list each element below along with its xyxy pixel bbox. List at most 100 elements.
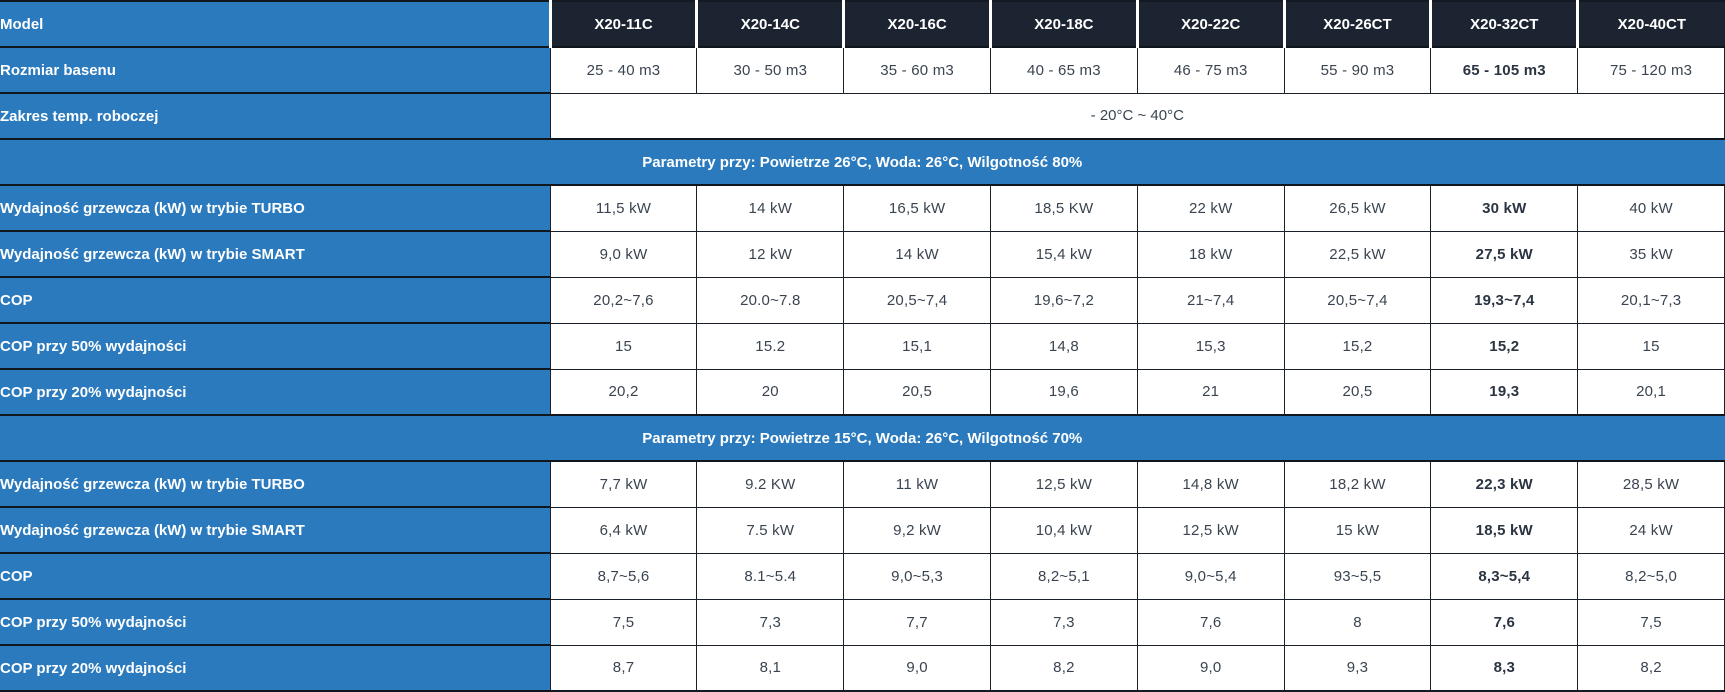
section2-header-row: Parametry przy: Powietrze 15°C, Woda: 26… bbox=[0, 414, 1725, 462]
cell-value: 22 kW bbox=[1136, 184, 1285, 232]
cell-value: 7.5 kW bbox=[696, 506, 845, 554]
model-name: X20-18C bbox=[989, 1, 1138, 48]
pool-size-value: 35 - 60 m3 bbox=[843, 46, 991, 94]
pool-size-value: 30 - 50 m3 bbox=[696, 46, 845, 94]
row-label: Wydajność grzewcza (kW) w trybie TURBO bbox=[0, 460, 551, 508]
pool-size-value: 46 - 75 m3 bbox=[1136, 46, 1285, 94]
row-label: Wydajność grzewcza (kW) w trybie SMART bbox=[0, 230, 551, 278]
model-name: X20-32CT bbox=[1429, 1, 1578, 48]
cell-value: 15,1 bbox=[843, 322, 991, 370]
table-row: COP przy 20% wydajności 8,7 8,1 9,0 8,2 … bbox=[0, 644, 1725, 692]
cell-value: 7,7 bbox=[843, 598, 991, 646]
table-row: COP przy 50% wydajności 15 15.2 15,1 14,… bbox=[0, 322, 1725, 370]
model-name: X20-11C bbox=[548, 1, 697, 48]
cell-value: 28,5 kW bbox=[1577, 460, 1725, 508]
cell-value: 27,5 kW bbox=[1430, 230, 1579, 278]
cell-value: 15,2 bbox=[1283, 322, 1432, 370]
cell-value: 9,0 kW bbox=[549, 230, 698, 278]
cell-value: 14 kW bbox=[696, 184, 845, 232]
cell-value: 20,2 bbox=[549, 368, 698, 416]
cell-value: 7,7 kW bbox=[549, 460, 698, 508]
cell-value: 18,5 kW bbox=[1430, 506, 1579, 554]
cell-value: 7,6 bbox=[1136, 598, 1285, 646]
cell-value: 7,3 bbox=[696, 598, 845, 646]
cell-value: 22,3 kW bbox=[1430, 460, 1579, 508]
cell-value: 26,5 kW bbox=[1283, 184, 1432, 232]
table-row: Wydajność grzewcza (kW) w trybie SMART 6… bbox=[0, 506, 1725, 554]
cell-value: 15.2 bbox=[696, 322, 845, 370]
table-row: COP 8,7~5,6 8.1~5.4 9,0~5,3 8,2~5,1 9,0~… bbox=[0, 552, 1725, 600]
row-label: Wydajność grzewcza (kW) w trybie SMART bbox=[0, 506, 551, 554]
cell-value: 8,1 bbox=[696, 644, 845, 692]
cell-value: 11,5 kW bbox=[549, 184, 698, 232]
cell-value: 21 bbox=[1136, 368, 1285, 416]
cell-value: 8.1~5.4 bbox=[696, 552, 845, 600]
cell-value: 7,5 bbox=[1577, 598, 1725, 646]
cell-value: 20,5~7,4 bbox=[843, 276, 991, 324]
model-name: X20-14C bbox=[695, 1, 844, 48]
cell-value: 19,3~7,4 bbox=[1430, 276, 1579, 324]
cell-value: 14 kW bbox=[843, 230, 991, 278]
cell-value: 20,5 bbox=[843, 368, 991, 416]
pool-size-row: Rozmiar basenu 25 - 40 m3 30 - 50 m3 35 … bbox=[0, 46, 1725, 94]
cell-value: 19,3 bbox=[1430, 368, 1579, 416]
cell-value: 8,2~5,1 bbox=[990, 552, 1138, 600]
model-name: X20-16C bbox=[842, 1, 991, 48]
cell-value: 7,5 bbox=[549, 598, 698, 646]
cell-value: 8,2 bbox=[1577, 644, 1725, 692]
table-row: Wydajność grzewcza (kW) w trybie TURBO 7… bbox=[0, 460, 1725, 508]
cell-value: 12,5 kW bbox=[990, 460, 1138, 508]
cell-value: 8,7~5,6 bbox=[549, 552, 698, 600]
row-label: COP przy 20% wydajności bbox=[0, 368, 551, 416]
cell-value: 9,2 kW bbox=[843, 506, 991, 554]
cell-value: 8 bbox=[1283, 598, 1432, 646]
cell-value: 20,5~7,4 bbox=[1283, 276, 1432, 324]
cell-value: 8,3~5,4 bbox=[1430, 552, 1579, 600]
cell-value: 20.0~7.8 bbox=[696, 276, 845, 324]
cell-value: 15,3 bbox=[1136, 322, 1285, 370]
cell-value: 8,2~5,0 bbox=[1577, 552, 1725, 600]
pool-size-value: 40 - 65 m3 bbox=[990, 46, 1138, 94]
cell-value: 35 kW bbox=[1577, 230, 1725, 278]
model-name: X20-22C bbox=[1135, 1, 1285, 48]
cell-value: 8,3 bbox=[1430, 644, 1579, 692]
pool-size-value: 55 - 90 m3 bbox=[1283, 46, 1432, 94]
temp-range-value: - 20°C ~ 40°C bbox=[549, 92, 1725, 140]
cell-value: 8,2 bbox=[990, 644, 1138, 692]
section1-title: Parametry przy: Powietrze 26°C, Woda: 26… bbox=[0, 138, 1725, 186]
row-label: Wydajność grzewcza (kW) w trybie TURBO bbox=[0, 184, 551, 232]
cell-value: 20,1~7,3 bbox=[1577, 276, 1725, 324]
cell-value: 20,1 bbox=[1577, 368, 1725, 416]
table-row: Wydajność grzewcza (kW) w trybie SMART 9… bbox=[0, 230, 1725, 278]
section2-title: Parametry przy: Powietrze 15°C, Woda: 26… bbox=[0, 414, 1725, 462]
cell-value: 18,2 kW bbox=[1283, 460, 1432, 508]
cell-value: 24 kW bbox=[1577, 506, 1725, 554]
cell-value: 6,4 kW bbox=[549, 506, 698, 554]
model-name: X20-26CT bbox=[1282, 1, 1431, 48]
cell-value: 7,6 bbox=[1430, 598, 1579, 646]
cell-value: 15,2 bbox=[1430, 322, 1579, 370]
section1-header-row: Parametry przy: Powietrze 26°C, Woda: 26… bbox=[0, 138, 1725, 186]
table-row: COP przy 20% wydajności 20,2 20 20,5 19,… bbox=[0, 368, 1725, 416]
table-row: COP przy 50% wydajności 7,5 7,3 7,7 7,3 … bbox=[0, 598, 1725, 646]
cell-value: 30 kW bbox=[1430, 184, 1579, 232]
cell-value: 7,3 bbox=[990, 598, 1138, 646]
cell-value: 14,8 kW bbox=[1136, 460, 1285, 508]
cell-value: 22,5 kW bbox=[1283, 230, 1432, 278]
table-row: COP 20,2~7,6 20.0~7.8 20,5~7,4 19,6~7,2 … bbox=[0, 276, 1725, 324]
model-header-row: Model X20-11C X20-14C X20-16C X20-18C X2… bbox=[0, 0, 1725, 48]
row-label-model: Model bbox=[0, 0, 551, 48]
cell-value: 19,6~7,2 bbox=[990, 276, 1138, 324]
pool-size-value: 25 - 40 m3 bbox=[549, 46, 698, 94]
cell-value: 11 kW bbox=[843, 460, 991, 508]
model-name: X20-40CT bbox=[1576, 1, 1725, 48]
cell-value: 9.2 KW bbox=[696, 460, 845, 508]
row-label-temp-range: Zakres temp. roboczej bbox=[0, 92, 551, 140]
cell-value: 19,6 bbox=[990, 368, 1138, 416]
cell-value: 15 kW bbox=[1283, 506, 1432, 554]
cell-value: 14,8 bbox=[990, 322, 1138, 370]
cell-value: 15 bbox=[1577, 322, 1725, 370]
row-label: COP bbox=[0, 552, 551, 600]
cell-value: 9,3 bbox=[1283, 644, 1432, 692]
